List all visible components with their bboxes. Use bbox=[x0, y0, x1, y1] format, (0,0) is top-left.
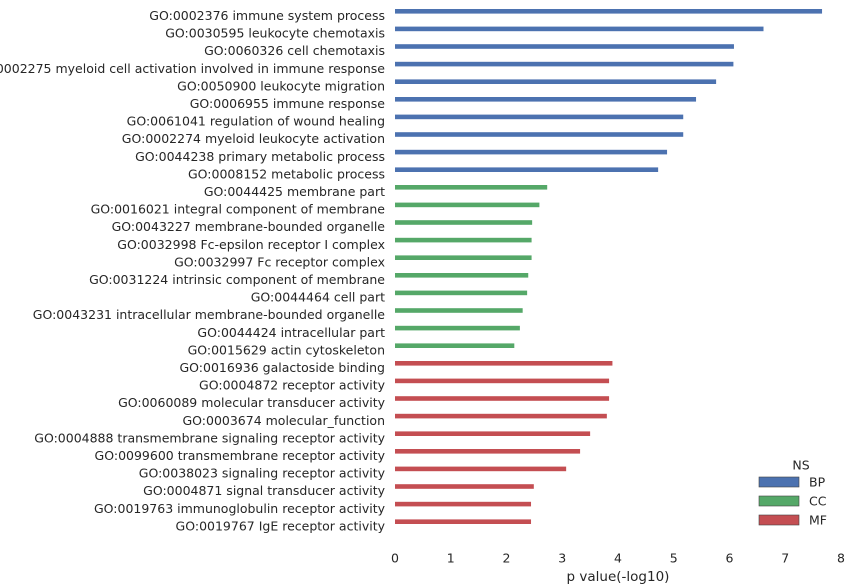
x-axis-title: p value(-log10) bbox=[567, 569, 670, 585]
bar-cc bbox=[395, 273, 529, 278]
x-tick-label: 3 bbox=[558, 551, 566, 566]
category-label: GO:0002376 immune system process bbox=[149, 8, 385, 23]
bar-bp bbox=[395, 44, 734, 49]
category-label: GO:0019767 IgE receptor activity bbox=[176, 518, 386, 533]
category-label: GO:0043231 intracellular membrane-bounde… bbox=[33, 307, 386, 322]
bar-cc bbox=[395, 343, 515, 348]
x-axis-ticks: 0 1 2 3 4 5 6 7 8 bbox=[391, 551, 845, 566]
category-label: GO:0031224 intrinsic component of membra… bbox=[89, 272, 385, 287]
bar-mf bbox=[395, 519, 532, 524]
x-tick-label: 6 bbox=[726, 551, 734, 566]
category-label: GO:0002275 myeloid cell activation invol… bbox=[0, 61, 385, 76]
bar-bp bbox=[395, 26, 764, 32]
bar-cc bbox=[395, 255, 532, 260]
bar-mf bbox=[395, 413, 607, 419]
legend: NS BP CC MF bbox=[758, 458, 827, 528]
bar-bp bbox=[395, 61, 734, 67]
category-label: GO:0044425 membrane part bbox=[204, 184, 385, 199]
category-label: GO:0030595 leukocyte chemotaxis bbox=[165, 26, 385, 41]
category-label: GO:0060089 molecular transducer activity bbox=[118, 395, 386, 410]
x-tick-label: 1 bbox=[447, 551, 455, 566]
bar-cc bbox=[395, 308, 523, 313]
category-label: GO:0043227 membrane-bounded organelle bbox=[112, 219, 386, 234]
bar-bp bbox=[395, 149, 668, 155]
category-label: GO:0004872 receptor activity bbox=[199, 378, 386, 393]
category-label: GO:0004888 transmembrane signaling recep… bbox=[34, 430, 385, 445]
bar-cc bbox=[395, 290, 528, 296]
bar-cc bbox=[395, 237, 532, 243]
bar-mf bbox=[395, 449, 581, 454]
x-tick-label: 7 bbox=[781, 551, 789, 566]
category-label: GO:0061041 regulation of wound healing bbox=[127, 114, 385, 129]
category-label: GO:0002274 myeloid leukocyte activation bbox=[122, 131, 385, 146]
category-label: GO:0044464 cell part bbox=[251, 290, 385, 305]
legend-label: MF bbox=[809, 513, 827, 528]
bar-bp bbox=[395, 79, 717, 84]
category-label: GO:0044424 intracellular part bbox=[197, 325, 385, 340]
bar-mf bbox=[395, 361, 613, 366]
x-tick-label: 8 bbox=[837, 551, 845, 566]
bar-mf bbox=[395, 431, 591, 436]
category-label: GO:0019763 immunoglobulin receptor activ… bbox=[94, 501, 386, 516]
category-label: GO:0032998 Fc-epsilon receptor I complex bbox=[117, 237, 385, 252]
bar-cc bbox=[395, 325, 520, 331]
category-label: GO:0015629 actin cytoskeleton bbox=[188, 342, 385, 357]
x-tick-label: 5 bbox=[670, 551, 678, 566]
category-label: GO:0008152 metabolic process bbox=[188, 166, 385, 181]
bar-cc bbox=[395, 220, 533, 225]
category-labels: GO:0002376 immune system process GO:00305… bbox=[0, 8, 386, 533]
bar-cc bbox=[395, 185, 548, 190]
bar-bp bbox=[395, 97, 697, 102]
x-tick-label: 4 bbox=[614, 551, 622, 566]
bar-mf bbox=[395, 396, 610, 401]
category-label: GO:0060326 cell chemotaxis bbox=[204, 43, 385, 58]
category-label: GO:0004871 signal transducer activity bbox=[143, 483, 385, 498]
bar-mf bbox=[395, 378, 610, 384]
category-label: GO:0044238 primary metabolic process bbox=[135, 149, 385, 164]
legend-swatch-mf bbox=[758, 514, 800, 526]
category-label: GO:0099600 transmembrane receptor activi… bbox=[95, 448, 386, 463]
legend-label: BP bbox=[809, 475, 826, 490]
category-label: GO:0050900 leukocyte migration bbox=[177, 78, 385, 93]
category-label: GO:0038023 signaling receptor activity bbox=[139, 466, 386, 481]
bar-mf bbox=[395, 466, 567, 472]
bar-bp bbox=[395, 167, 659, 172]
bars bbox=[395, 9, 823, 524]
legend-swatch-cc bbox=[758, 495, 800, 507]
legend-title: NS bbox=[792, 458, 809, 473]
bar-mf bbox=[395, 484, 534, 489]
bar-bp bbox=[395, 114, 684, 120]
category-label: GO:0006955 immune response bbox=[190, 96, 386, 111]
bar-bp bbox=[395, 132, 684, 137]
bar-bp bbox=[395, 9, 823, 14]
bar-cc bbox=[395, 202, 540, 208]
bar-mf bbox=[395, 501, 532, 507]
legend-label: CC bbox=[809, 494, 827, 509]
x-tick-label: 0 bbox=[391, 551, 399, 566]
category-label: GO:0032997 Fc receptor complex bbox=[174, 254, 385, 269]
category-label: GO:0003674 molecular_function bbox=[182, 413, 385, 428]
category-label: GO:0016021 integral component of membran… bbox=[91, 202, 386, 217]
legend-swatch-bp bbox=[758, 476, 800, 488]
category-label: GO:0016936 galactoside binding bbox=[180, 360, 386, 375]
x-tick-label: 2 bbox=[503, 551, 511, 566]
